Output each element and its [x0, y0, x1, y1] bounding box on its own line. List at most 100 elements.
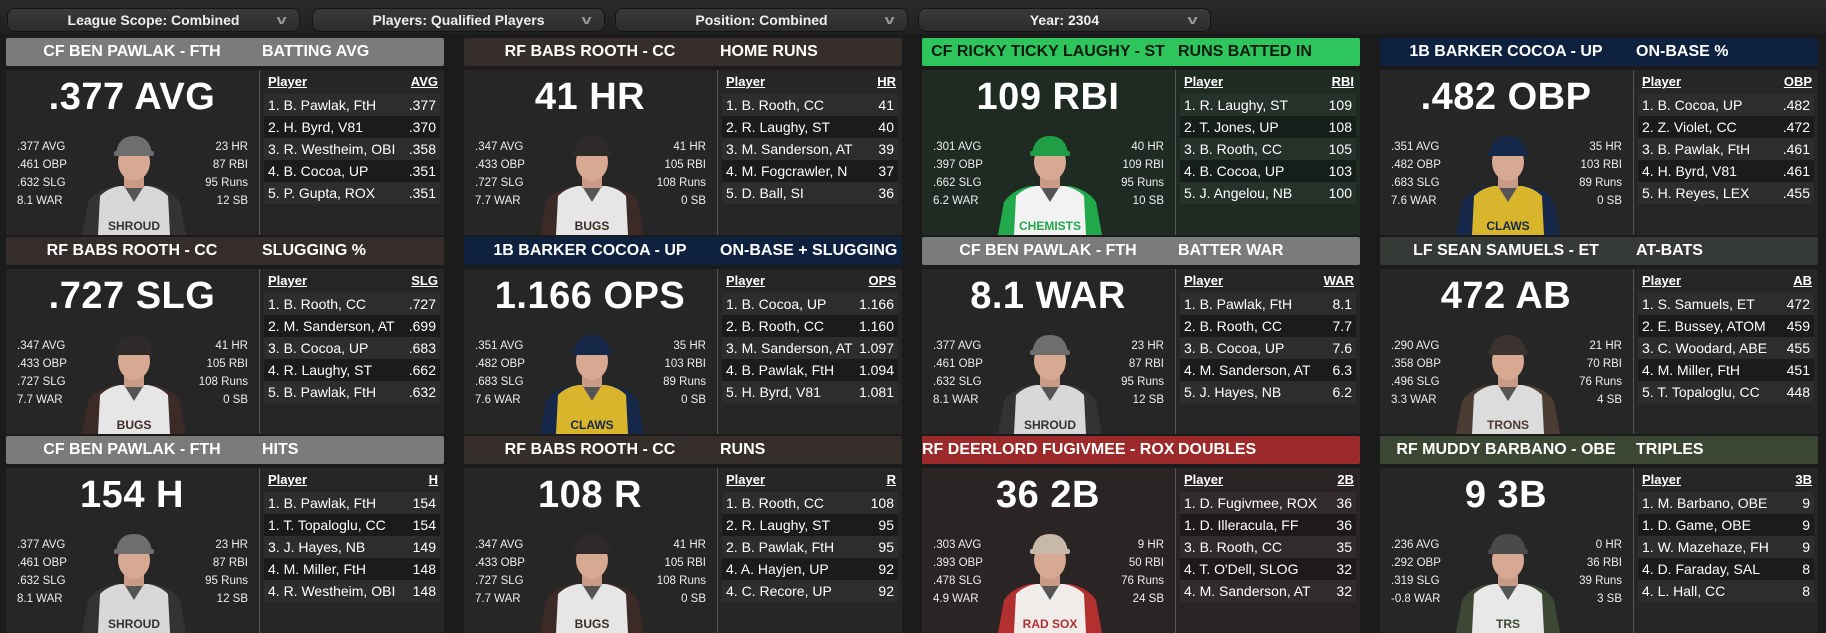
- table-row[interactable]: 4. B. Cocoa, UP .351: [264, 160, 440, 182]
- table-row[interactable]: 1. B. Rooth, CC 41: [722, 94, 898, 116]
- table-row[interactable]: 1. B. Rooth, CC .727: [264, 293, 440, 315]
- column-header-stat[interactable]: 2B: [1337, 472, 1354, 487]
- filter-dropdown-2[interactable]: Position: Combined v: [615, 8, 908, 32]
- column-header-stat[interactable]: AB: [1793, 273, 1812, 288]
- table-row[interactable]: 5. D. Ball, SI 36: [722, 182, 898, 204]
- table-row[interactable]: 5. H. Byrd, V81 1.081: [722, 381, 898, 403]
- table-row[interactable]: 5. P. Gupta, ROX .351: [264, 182, 440, 204]
- player-portrait[interactable]: CLAWS: [532, 331, 652, 434]
- column-header-stat[interactable]: H: [428, 472, 438, 487]
- player-portrait[interactable]: CLAWS: [1448, 132, 1568, 235]
- table-row[interactable]: 5. J. Angelou, NB 100: [1180, 182, 1356, 204]
- player-portrait[interactable]: SHROUD: [990, 331, 1110, 434]
- column-header-player[interactable]: Player: [1642, 74, 1682, 89]
- table-row[interactable]: 4. L. Hall, CC 8: [1638, 580, 1814, 602]
- table-row[interactable]: 2. B. Rooth, CC 7.7: [1180, 315, 1356, 337]
- leader-name[interactable]: LF SEAN SAMUELS - ET: [1413, 242, 1599, 259]
- table-row[interactable]: 1. B. Pawlak, FtH 154: [264, 492, 440, 514]
- column-header-stat[interactable]: WAR: [1323, 273, 1354, 288]
- column-header-player[interactable]: Player: [1642, 273, 1682, 288]
- table-row[interactable]: 3. C. Woodard, ABE 455: [1638, 337, 1814, 359]
- column-header-stat[interactable]: R: [886, 472, 896, 487]
- table-row[interactable]: 3. B. Rooth, CC 35: [1180, 536, 1356, 558]
- table-row[interactable]: 2. R. Laughy, ST 95: [722, 514, 898, 536]
- table-row[interactable]: 4. D. Faraday, SAL 8: [1638, 558, 1814, 580]
- leader-name[interactable]: CF RICKY TICKY LAUGHY - ST: [931, 43, 1165, 60]
- table-row[interactable]: 4. B. Cocoa, UP 103: [1180, 160, 1356, 182]
- table-row[interactable]: 2. Z. Violet, CC .472: [1638, 116, 1814, 138]
- table-row[interactable]: 2. R. Laughy, ST 40: [722, 116, 898, 138]
- table-row[interactable]: 4. M. Sanderson, AT 32: [1180, 580, 1356, 602]
- table-row[interactable]: 1. M. Barbano, OBE 9: [1638, 492, 1814, 514]
- table-row[interactable]: 4. M. Miller, FtH 451: [1638, 359, 1814, 381]
- column-header-player[interactable]: Player: [1184, 472, 1224, 487]
- column-header-player[interactable]: Player: [1184, 273, 1224, 288]
- table-row[interactable]: 1. W. Mazehaze, FH 9: [1638, 536, 1814, 558]
- table-row[interactable]: 2. E. Bussey, ATOM 459: [1638, 315, 1814, 337]
- table-row[interactable]: 1. D. Fugivmee, ROX 36: [1180, 492, 1356, 514]
- leader-name[interactable]: CF BEN PAWLAK - FTH: [959, 242, 1137, 259]
- table-row[interactable]: 2. T. Jones, UP 108: [1180, 116, 1356, 138]
- column-header-player[interactable]: Player: [268, 273, 308, 288]
- table-row[interactable]: 1. D. Illeracula, FF 36: [1180, 514, 1356, 536]
- table-row[interactable]: 1. T. Topaloglu, CC 154: [264, 514, 440, 536]
- table-row[interactable]: 3. B. Cocoa, UP 7.6: [1180, 337, 1356, 359]
- table-row[interactable]: 5. J. Hayes, NB 6.2: [1180, 381, 1356, 403]
- leader-name[interactable]: RF DEERLORD FUGIVMEE - ROX: [922, 441, 1174, 458]
- leader-name[interactable]: 1B BARKER COCOA - UP: [1409, 43, 1603, 60]
- table-row[interactable]: 2. B. Pawlak, FtH 95: [722, 536, 898, 558]
- player-portrait[interactable]: CHEMISTS: [990, 132, 1110, 235]
- column-header-stat[interactable]: SLG: [411, 273, 438, 288]
- table-row[interactable]: 1. B. Pawlak, FtH .377: [264, 94, 440, 116]
- table-row[interactable]: 5. T. Topaloglu, CC 448: [1638, 381, 1814, 403]
- column-header-player[interactable]: Player: [726, 472, 766, 487]
- leader-name[interactable]: RF BABS ROOTH - CC: [504, 43, 676, 60]
- column-header-player[interactable]: Player: [1184, 74, 1224, 89]
- column-header-player[interactable]: Player: [268, 472, 308, 487]
- filter-dropdown-3[interactable]: Year: 2304 v: [918, 8, 1211, 32]
- table-row[interactable]: 3. B. Cocoa, UP .683: [264, 337, 440, 359]
- table-row[interactable]: 5. H. Reyes, LEX .455: [1638, 182, 1814, 204]
- player-portrait[interactable]: BUGS: [74, 331, 194, 434]
- table-row[interactable]: 4. M. Sanderson, AT 6.3: [1180, 359, 1356, 381]
- table-row[interactable]: 4. M. Miller, FtH 148: [264, 558, 440, 580]
- player-portrait[interactable]: RAD SOX: [990, 530, 1110, 633]
- player-portrait[interactable]: TRS: [1448, 530, 1568, 633]
- column-header-stat[interactable]: OPS: [868, 273, 896, 288]
- leader-name[interactable]: RF BABS ROOTH - CC: [504, 441, 676, 458]
- table-row[interactable]: 3. B. Rooth, CC 105: [1180, 138, 1356, 160]
- table-row[interactable]: 4. C. Recore, UP 92: [722, 580, 898, 602]
- table-row[interactable]: 3. M. Sanderson, AT 1.097: [722, 337, 898, 359]
- leader-name[interactable]: CF BEN PAWLAK - FTH: [43, 43, 221, 60]
- table-row[interactable]: 4. M. Fogcrawler, N 37: [722, 160, 898, 182]
- table-row[interactable]: 4. R. Westheim, OBI 148: [264, 580, 440, 602]
- table-row[interactable]: 1. B. Cocoa, UP .482: [1638, 94, 1814, 116]
- table-row[interactable]: 3. J. Hayes, NB 149: [264, 536, 440, 558]
- leader-name[interactable]: 1B BARKER COCOA - UP: [493, 242, 687, 259]
- table-row[interactable]: 1. R. Laughy, ST 109: [1180, 94, 1356, 116]
- table-row[interactable]: 4. T. O'Dell, SLOG 32: [1180, 558, 1356, 580]
- column-header-stat[interactable]: OBP: [1783, 74, 1812, 89]
- player-portrait[interactable]: BUGS: [532, 132, 652, 235]
- table-row[interactable]: 3. R. Westheim, OBI .358: [264, 138, 440, 160]
- column-header-stat[interactable]: AVG: [410, 74, 438, 89]
- table-row[interactable]: 1. S. Samuels, ET 472: [1638, 293, 1814, 315]
- table-row[interactable]: 3. B. Pawlak, FtH .461: [1638, 138, 1814, 160]
- player-portrait[interactable]: SHROUD: [74, 132, 194, 235]
- column-header-player[interactable]: Player: [726, 273, 766, 288]
- table-row[interactable]: 4. R. Laughy, ST .662: [264, 359, 440, 381]
- table-row[interactable]: 3. M. Sanderson, AT 39: [722, 138, 898, 160]
- column-header-player[interactable]: Player: [1642, 472, 1682, 487]
- filter-dropdown-0[interactable]: League Scope: Combined v: [7, 8, 300, 32]
- table-row[interactable]: 4. H. Byrd, V81 .461: [1638, 160, 1814, 182]
- table-row[interactable]: 2. B. Rooth, CC 1.160: [722, 315, 898, 337]
- leader-name[interactable]: CF BEN PAWLAK - FTH: [43, 441, 221, 458]
- table-row[interactable]: 4. B. Pawlak, FtH 1.094: [722, 359, 898, 381]
- player-portrait[interactable]: SHROUD: [74, 530, 194, 633]
- table-row[interactable]: 1. B. Pawlak, FtH 8.1: [1180, 293, 1356, 315]
- table-row[interactable]: 2. M. Sanderson, AT .699: [264, 315, 440, 337]
- column-header-stat[interactable]: HR: [877, 74, 896, 89]
- leader-name[interactable]: RF BABS ROOTH - CC: [46, 242, 218, 259]
- column-header-player[interactable]: Player: [268, 74, 308, 89]
- column-header-player[interactable]: Player: [726, 74, 766, 89]
